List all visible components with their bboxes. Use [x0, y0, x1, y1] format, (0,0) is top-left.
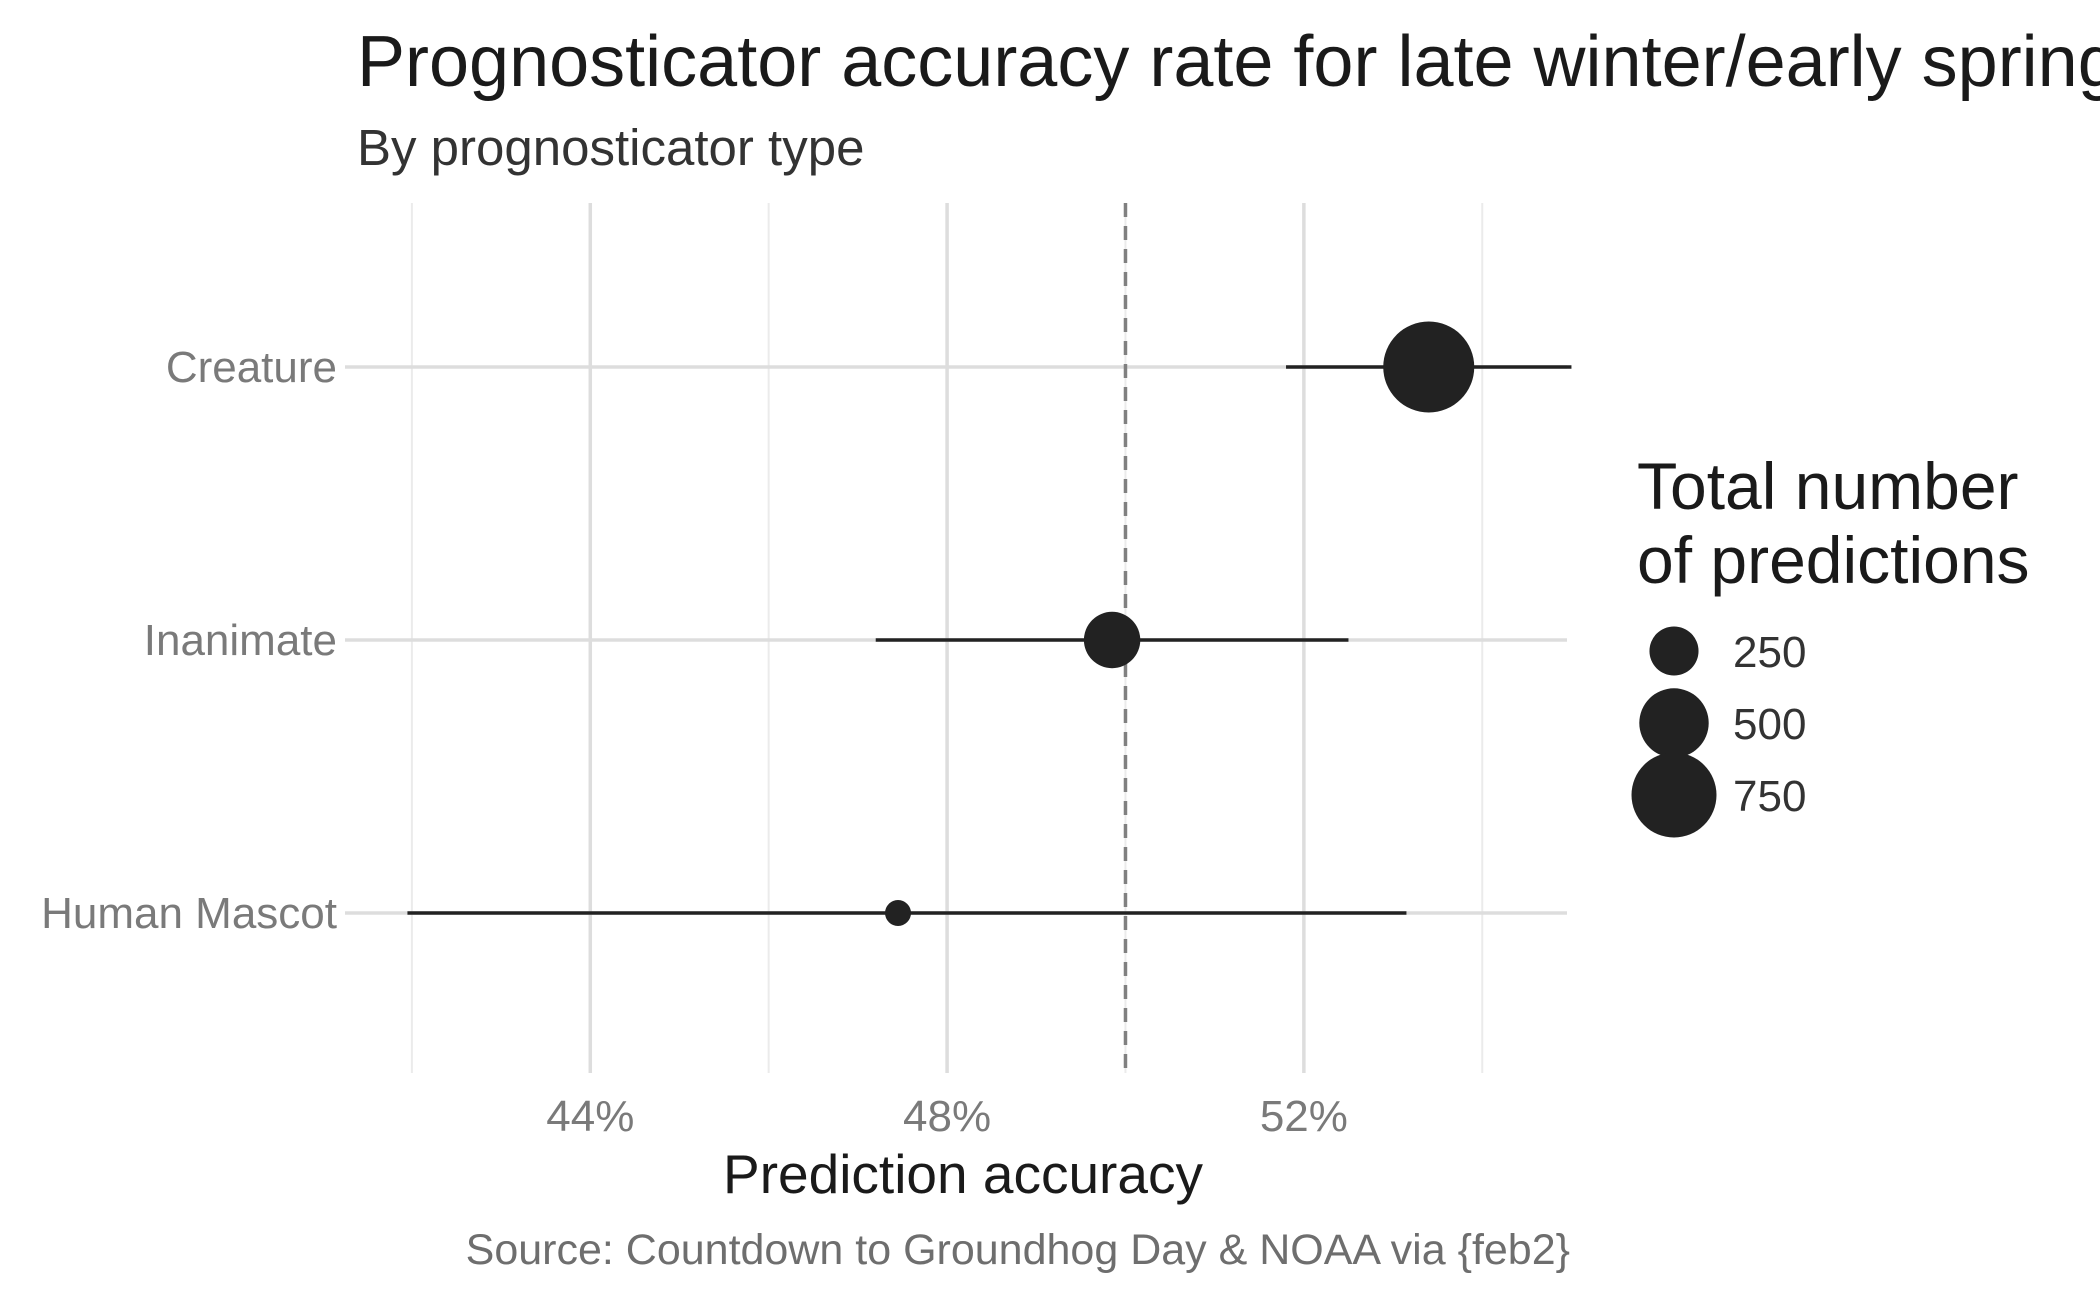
x-tick-label: 52% [1260, 1092, 1348, 1141]
gridlines [345, 203, 1567, 1073]
category-label: Human Mascot [41, 889, 337, 938]
x-tick-labels: 44% 48% 52% [546, 1092, 1348, 1141]
point-human-mascot [885, 900, 912, 926]
chart-subtitle: By prognosticator type [357, 119, 864, 176]
chart-title: Prognosticator accuracy rate for late wi… [357, 22, 2100, 102]
legend-key-250 [1649, 626, 1699, 676]
category-label: Creature [166, 343, 337, 392]
data-marks [407, 321, 1572, 926]
x-tick-label: 48% [903, 1092, 991, 1141]
point-creature [1383, 321, 1475, 413]
legend-title-line-1: Total number [1637, 449, 2019, 523]
chart-caption: Source: Countdown to Groundhog Day & NOA… [466, 1226, 1570, 1274]
legend-title-line-2: of predictions [1637, 523, 2030, 597]
category-labels: Creature Inanimate Human Mascot [41, 343, 337, 938]
category-label: Inanimate [144, 616, 337, 665]
legend-label-750: 750 [1733, 772, 1806, 821]
legend-key-500 [1639, 688, 1709, 758]
legend-keys: 250 500 750 [1631, 626, 1806, 838]
x-tick-label: 44% [546, 1092, 634, 1141]
point-inanimate [1083, 611, 1141, 669]
legend-label-500: 500 [1733, 700, 1806, 749]
x-axis-title: Prediction accuracy [723, 1143, 1203, 1205]
legend-label-250: 250 [1733, 628, 1806, 677]
legend-key-750 [1631, 752, 1717, 838]
legend: Total number of predictions 250 500 750 [1631, 449, 2030, 838]
